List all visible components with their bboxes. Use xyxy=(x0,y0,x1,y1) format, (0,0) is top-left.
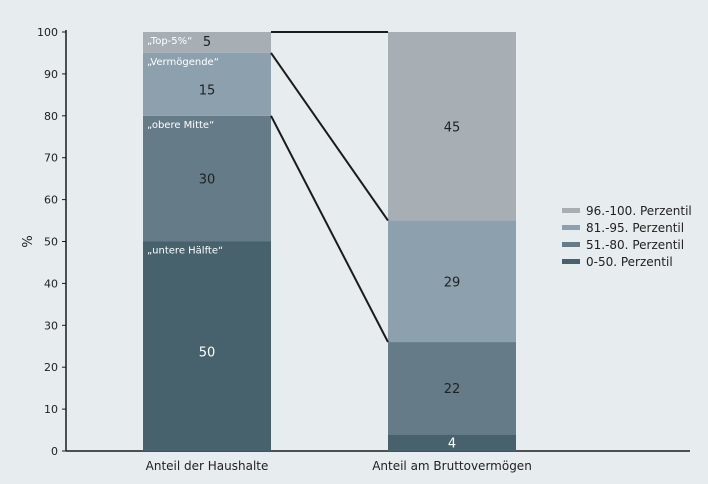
y-tick-label: 10 xyxy=(44,403,58,416)
y-tick-label: 80 xyxy=(44,110,58,123)
bar-segment-1-1 xyxy=(143,241,271,451)
legend-label: 51.-80. Perzentil xyxy=(586,238,684,252)
bar-segment-2-2 xyxy=(388,342,516,435)
bar-segment-2-4 xyxy=(388,32,516,221)
bar-value-label: 5 xyxy=(203,35,211,50)
y-tick-label: 90 xyxy=(44,68,58,81)
y-tick-label: 70 xyxy=(44,152,58,165)
bar-segment-1-4 xyxy=(143,32,271,53)
y-tick-label: 20 xyxy=(44,361,58,374)
bar-value-label: 4 xyxy=(448,437,456,452)
legend-label: 81.-95. Perzentil xyxy=(586,221,684,235)
bar-segment-2-1 xyxy=(388,434,516,451)
bar-segment-1-3 xyxy=(143,52,271,116)
category-label: Anteil der Haushalte xyxy=(146,459,269,473)
bar-segment-2-3 xyxy=(388,220,516,343)
connector-line xyxy=(270,115,389,343)
bar-value-label: 30 xyxy=(199,173,216,188)
bar-value-label: 50 xyxy=(199,345,216,360)
segment-name-label: „obere Mitte“ xyxy=(147,120,214,131)
y-tick-label: 50 xyxy=(44,236,58,249)
bar-value-label: 29 xyxy=(444,275,461,290)
legend-swatch xyxy=(562,225,580,230)
legend-label: 0-50. Perzentil xyxy=(586,255,673,269)
segment-name-label: „Vermögende“ xyxy=(147,57,219,68)
legend-label: 96.-100. Perzentil xyxy=(586,204,692,218)
bar-value-label: 15 xyxy=(199,83,216,98)
segment-name-label: „untere Hälfte“ xyxy=(147,246,223,257)
y-tick-label: 60 xyxy=(44,194,58,207)
y-tick-label: 0 xyxy=(51,445,58,458)
y-tick-label: 40 xyxy=(44,277,58,290)
legend-swatch xyxy=(562,208,580,213)
bar-value-label: 22 xyxy=(444,382,461,397)
y-axis-label: % xyxy=(21,235,36,247)
legend-swatch xyxy=(562,259,580,264)
segment-name-label: „Top-5%“ xyxy=(147,36,192,47)
category-label: Anteil am Bruttovermögen xyxy=(372,459,532,473)
bar-value-label: 45 xyxy=(444,120,461,135)
y-tick-label: 100 xyxy=(37,26,58,39)
bar-segment-1-2 xyxy=(143,115,271,242)
y-tick-label: 30 xyxy=(44,319,58,332)
legend-swatch xyxy=(562,242,580,247)
connector-line xyxy=(270,52,389,222)
